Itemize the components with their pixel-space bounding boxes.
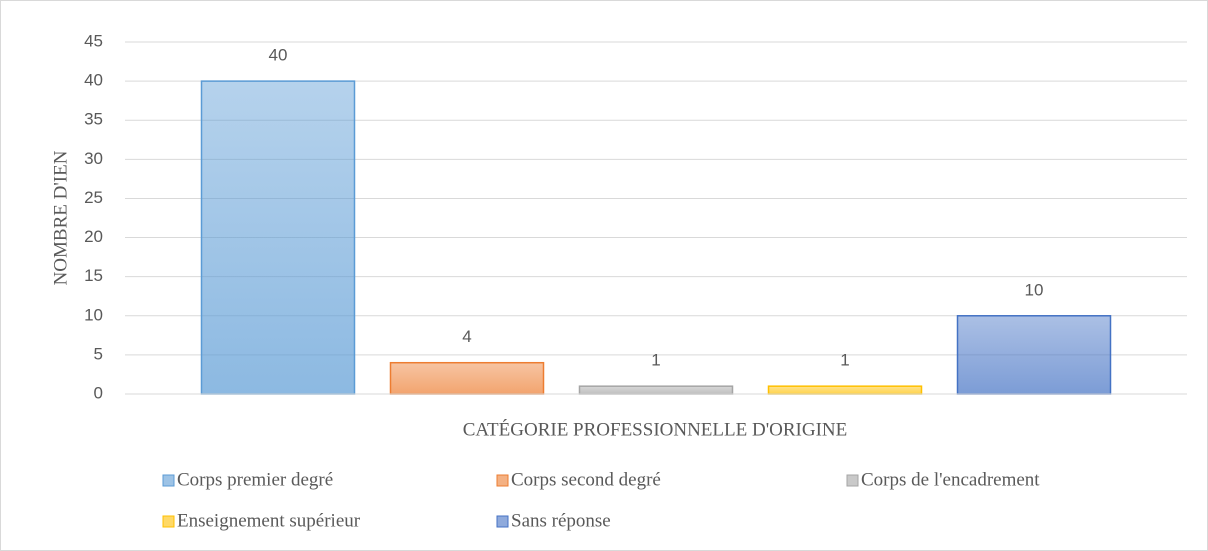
data-label: 1 [840, 351, 849, 370]
y-tick-label: 20 [84, 227, 103, 246]
data-label: 4 [462, 327, 471, 346]
data-label: 1 [651, 351, 660, 370]
x-axis-title: CATÉGORIE PROFESSIONNELLE D'ORIGINE [463, 418, 847, 440]
data-label: 40 [269, 46, 288, 65]
legend-label: Corps de l'encadrement [861, 469, 1040, 490]
y-tick-label: 0 [94, 383, 103, 402]
legend-swatch [162, 515, 175, 528]
legend-swatch [846, 474, 859, 487]
legend-swatch [162, 474, 175, 487]
y-tick-label: 35 [84, 110, 103, 129]
legend-label: Sans réponse [511, 510, 611, 531]
bar [578, 385, 734, 395]
y-tick-label: 15 [84, 266, 103, 285]
y-tick-label: 5 [94, 344, 103, 363]
y-tick-label: 45 [84, 31, 103, 50]
bar [389, 361, 545, 395]
bar [956, 315, 1112, 395]
y-tick-label: 25 [84, 188, 103, 207]
y-axis-title: NOMBRE D'IEN [50, 150, 71, 285]
legend-label: Corps second degré [511, 469, 661, 490]
y-tick-label: 30 [84, 149, 103, 168]
legend-label: Corps premier degré [177, 469, 333, 490]
y-tick-label: 10 [84, 305, 103, 324]
legend-swatch [496, 474, 509, 487]
legend-label: Enseignement supérieur [177, 510, 361, 531]
legend-swatch [496, 515, 509, 528]
bar [200, 80, 356, 395]
y-tick-label: 40 [84, 71, 103, 90]
bar [767, 385, 923, 395]
data-label: 10 [1025, 280, 1044, 299]
